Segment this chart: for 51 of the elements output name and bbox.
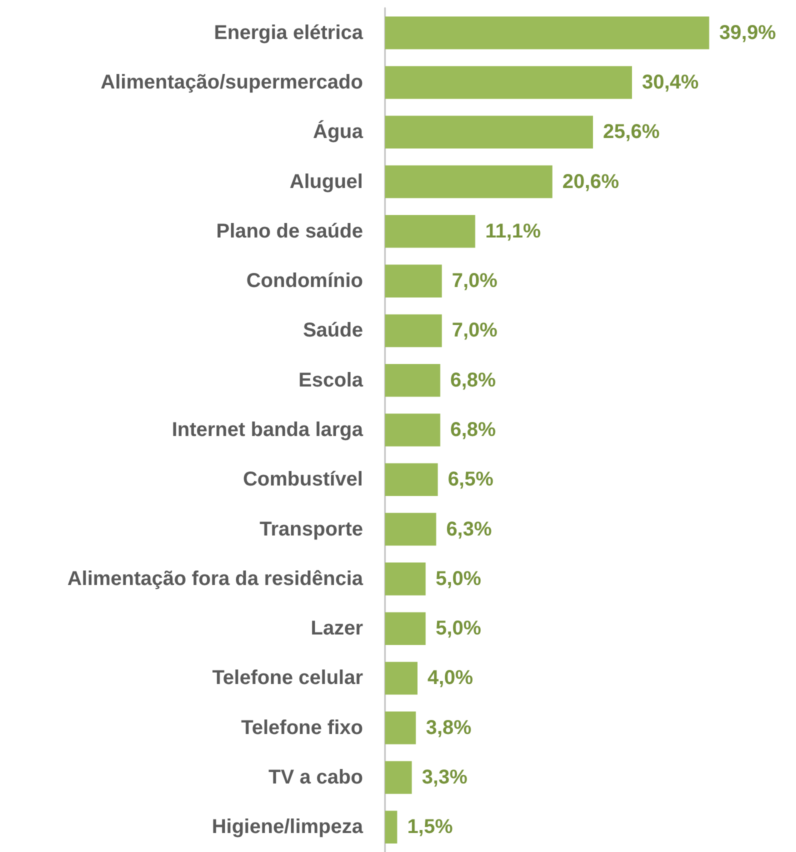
- y-tick-label: Energia elétrica: [214, 22, 364, 44]
- data-label: 30,4%: [642, 71, 699, 94]
- y-tick-label: Alimentação/supermercado: [100, 71, 363, 94]
- y-tick-label: Transporte: [260, 518, 363, 540]
- y-tick-label: Lazer: [310, 618, 364, 640]
- bar: [385, 414, 440, 446]
- y-tick-label: Condomínio: [246, 270, 363, 292]
- bar: [385, 810, 398, 844]
- bar: [385, 364, 440, 397]
- data-label: 5,0%: [436, 618, 482, 640]
- data-label: 39,9%: [719, 22, 776, 44]
- bar: [385, 314, 442, 348]
- y-tick-label: Higiene/limpeza: [212, 816, 364, 838]
- y-tick-label: Saúde: [302, 320, 363, 342]
- data-label: 5,0%: [436, 568, 482, 590]
- data-label: 6,5%: [448, 468, 494, 491]
- bar: [385, 512, 436, 546]
- bar: [385, 612, 426, 645]
- data-label: 4,0%: [428, 667, 474, 690]
- data-label: 7,0%: [452, 270, 498, 292]
- bar: [385, 116, 593, 148]
- bar: [385, 562, 426, 596]
- y-tick-label: Combustível: [242, 468, 363, 491]
- data-label: 6,3%: [446, 518, 492, 540]
- data-label: 1,5%: [407, 816, 453, 838]
- data-label: 20,6%: [562, 170, 620, 193]
- data-label: 25,6%: [603, 121, 660, 144]
- y-tick-label: Água: [313, 120, 364, 144]
- bar: [385, 66, 632, 99]
- data-label: 11,1%: [485, 220, 542, 242]
- data-label: 3,8%: [426, 716, 472, 739]
- bar: [385, 761, 412, 794]
- bar: [385, 264, 442, 298]
- y-tick-label: Telefone fixo: [241, 716, 363, 739]
- bar: [385, 463, 438, 496]
- data-label: 6,8%: [450, 369, 496, 392]
- y-tick-label: Escola: [298, 369, 364, 392]
- data-label: 7,0%: [452, 320, 498, 342]
- y-tick-label: Aluguel: [290, 170, 363, 193]
- y-tick-label: Alimentação fora da residência: [67, 568, 364, 590]
- bar: [385, 16, 710, 50]
- y-tick-label: Internet banda larga: [172, 419, 364, 441]
- bar: [385, 662, 418, 695]
- bar: [385, 215, 476, 248]
- y-tick-label: TV a cabo: [268, 766, 363, 789]
- data-label: 6,8%: [450, 419, 496, 441]
- bar: [385, 712, 416, 744]
- bar: [385, 165, 552, 198]
- y-tick-label: Plano de saúde: [216, 220, 363, 242]
- y-tick-label: Telefone celular: [212, 667, 364, 690]
- data-label: 3,3%: [422, 766, 468, 789]
